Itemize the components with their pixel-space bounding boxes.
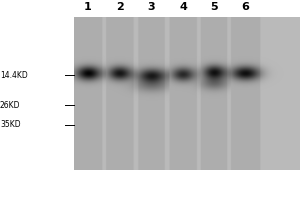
Text: 5: 5 <box>210 2 218 12</box>
Text: 26KD: 26KD <box>0 101 20 110</box>
Text: 2: 2 <box>116 2 124 12</box>
Text: 1: 1 <box>84 2 92 12</box>
Text: 35KD: 35KD <box>0 120 21 129</box>
Text: 4: 4 <box>179 2 187 12</box>
Text: 6: 6 <box>241 2 249 12</box>
Text: 3: 3 <box>148 2 155 12</box>
Text: 14.4KD: 14.4KD <box>0 71 28 80</box>
